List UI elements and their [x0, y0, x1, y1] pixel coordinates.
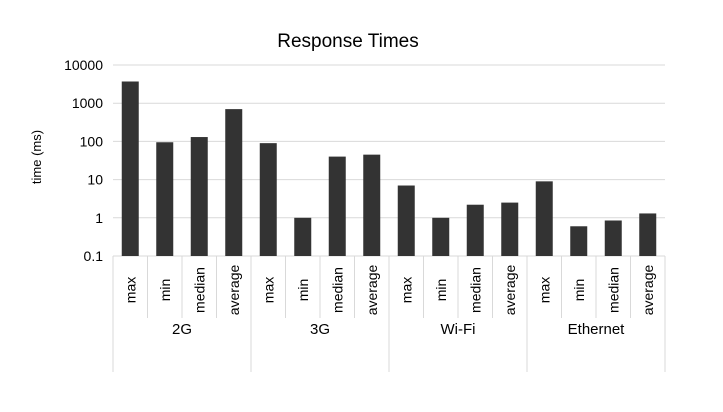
x-category-label: average	[364, 264, 380, 315]
x-group-label: Ethernet	[568, 321, 626, 338]
y-tick-label: 1	[95, 210, 103, 226]
bar-wi-fi-min	[432, 217, 450, 256]
x-category-label: median	[467, 267, 483, 313]
x-category-label: average	[502, 264, 518, 315]
x-category-label: average	[226, 264, 242, 315]
bar-wi-fi-average	[501, 202, 519, 256]
y-tick-label: 10	[87, 172, 103, 188]
x-category-label: median	[191, 267, 207, 313]
bar-ethernet-min	[570, 226, 588, 256]
bar-ethernet-max	[535, 181, 553, 256]
bar-2g-median	[190, 137, 208, 256]
bar-ethernet-average	[639, 213, 657, 256]
chart-title: Response Times	[277, 31, 419, 52]
y-tick-label: 0.1	[84, 248, 104, 264]
bar-2g-max	[121, 81, 139, 257]
x-group-label: 3G	[310, 321, 330, 338]
x-category-label: median	[605, 267, 621, 313]
y-tick-label: 1000	[72, 95, 103, 111]
x-axis-categories: max min median average 2G max min median average…	[122, 264, 656, 338]
y-axis-label: time (ms)	[29, 130, 44, 184]
x-group-label: Wi-Fi	[441, 321, 476, 338]
x-category-label: max	[536, 277, 552, 303]
y-tick-label: 100	[80, 133, 104, 149]
x-category-label: min	[157, 279, 173, 302]
y-axis-ticks: 0.1 1 10 100 1000 10000	[64, 57, 103, 264]
x-category-label: average	[640, 264, 656, 315]
bar-3g-average	[363, 154, 381, 256]
bar-3g-median	[328, 156, 346, 256]
x-category-label: min	[295, 279, 311, 302]
bar-2g-average	[225, 109, 243, 257]
x-group-label: 2G	[172, 321, 192, 338]
x-category-label: min	[571, 279, 587, 302]
bar-3g-max	[259, 143, 277, 256]
bar-wi-fi-median	[466, 204, 484, 256]
x-category-label: min	[433, 279, 449, 302]
bar-2g-min	[156, 142, 174, 256]
x-category-label: median	[329, 267, 345, 313]
bar-3g-min	[294, 217, 312, 256]
x-category-label: max	[260, 277, 276, 303]
x-category-label: max	[122, 277, 138, 303]
bar-wi-fi-max	[397, 185, 415, 256]
bars	[121, 81, 657, 257]
x-category-label: max	[398, 277, 414, 303]
y-tick-label: 10000	[64, 57, 103, 73]
bar-ethernet-median	[604, 220, 622, 256]
